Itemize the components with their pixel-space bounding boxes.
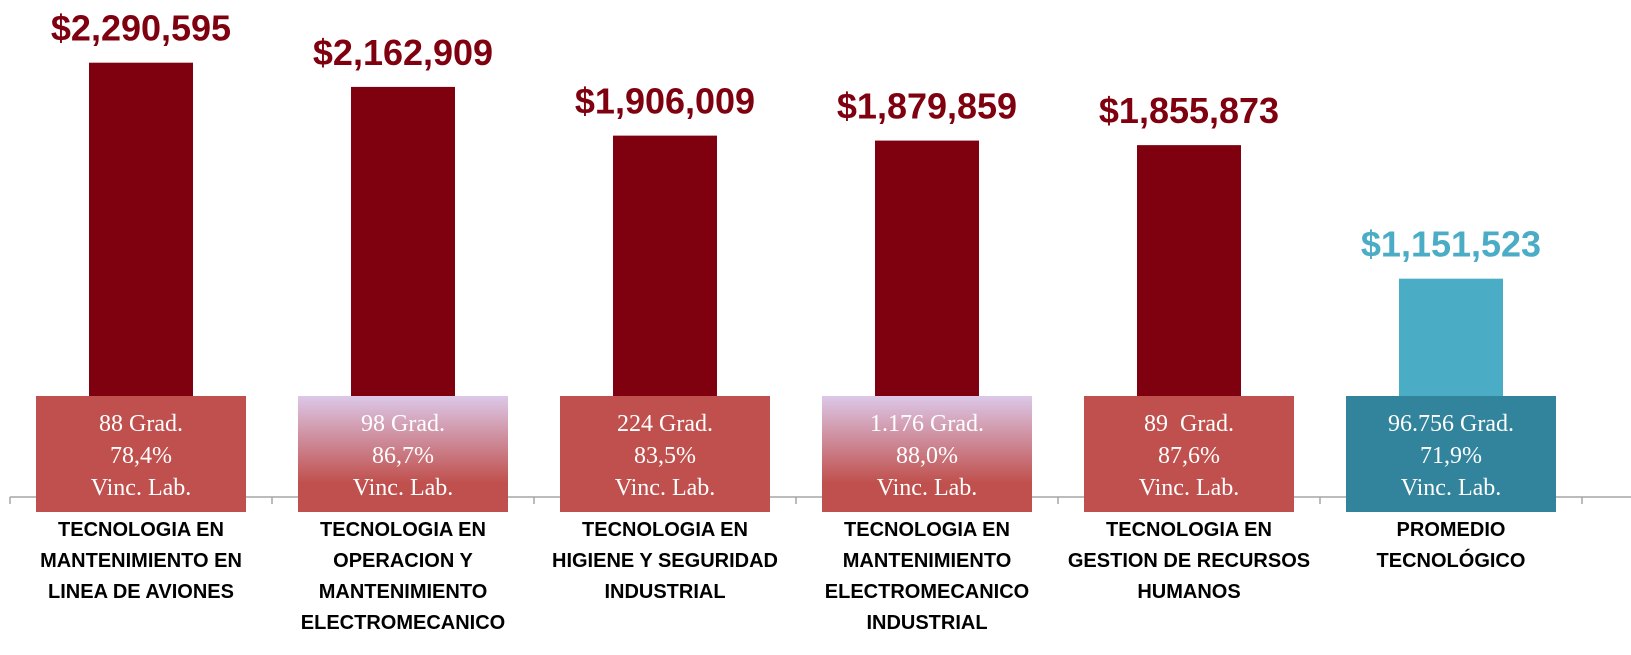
value-label: $1,879,859 (837, 86, 1017, 127)
x-tick-label: TECNOLOGIA EN OPERACION Y MANTENIMIENTO ELE… (301, 519, 505, 634)
info-box-text: Vinc. Lab. (91, 475, 192, 501)
info-box-text: 86,7% (372, 443, 434, 469)
info-box (1346, 396, 1556, 512)
info-box-text: 88,0% (896, 443, 958, 469)
info-box-text: Vinc. Lab. (1401, 475, 1502, 501)
value-label: $2,290,595 (51, 8, 231, 49)
info-box-text: Vinc. Lab. (877, 475, 978, 501)
value-label: $2,162,909 (313, 32, 493, 73)
value-label: $1,906,009 (575, 81, 755, 122)
info-box-text: 71,9% (1420, 443, 1482, 469)
info-box-text: 88 Grad. (99, 411, 183, 437)
value-label: $1,855,873 (1099, 90, 1279, 131)
info-box-text: 89 Grad. (1144, 411, 1234, 437)
info-box-text: 96.756 Grad. (1388, 411, 1514, 437)
x-tick-label: TECNOLOGIA EN HIGIENE Y SEGURIDAD INDUSTRI… (552, 519, 778, 603)
info-box-text: 98 Grad. (361, 411, 445, 437)
value-label: $1,151,523 (1361, 224, 1541, 265)
info-box-text: 224 Grad. (617, 411, 713, 437)
x-tick-label: TECNOLOGIA EN MANTENIMIENTO ELECTROMECANIC… (825, 519, 1029, 634)
info-box-text: 87,6% (1158, 443, 1220, 469)
x-tick-label: PROMEDIO TECNOLÓGICO (1377, 519, 1526, 572)
x-tick-label: TECNOLOGIA EN GESTION DE RECURSOS HUMANOS (1068, 519, 1310, 603)
info-box-text: 78,4% (110, 443, 172, 469)
info-box-text: Vinc. Lab. (353, 475, 454, 501)
info-box (298, 396, 508, 512)
info-box-text: 83,5% (634, 443, 696, 469)
info-box-text: 1.176 Grad. (870, 411, 984, 437)
info-box-text: Vinc. Lab. (615, 475, 716, 501)
info-box (1084, 396, 1294, 512)
info-box (822, 396, 1032, 512)
info-box (36, 396, 246, 512)
x-tick-label: TECNOLOGIA EN MANTENIMIENTO EN LINEA DE AV… (40, 519, 242, 603)
info-box-text: Vinc. Lab. (1139, 475, 1240, 501)
info-box (560, 396, 770, 512)
